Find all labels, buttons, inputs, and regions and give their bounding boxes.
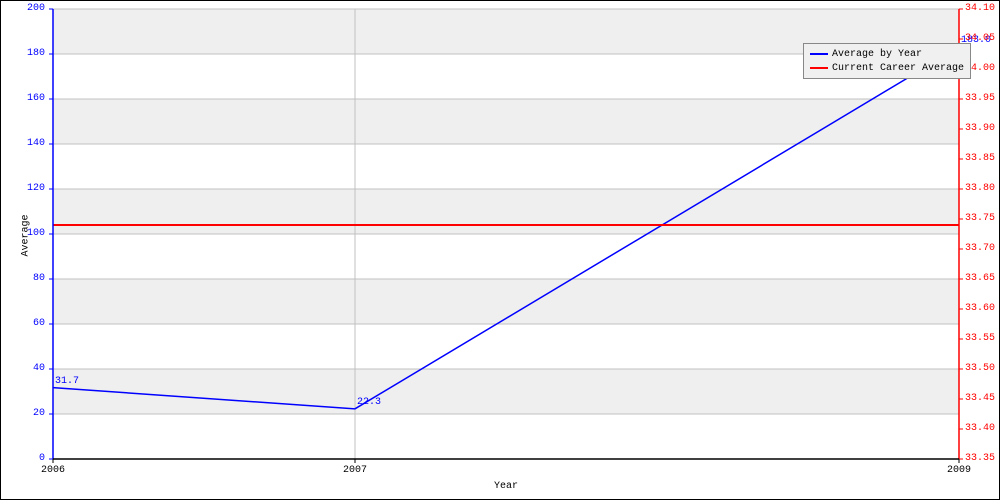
y-left-tick-label: 120 [27,183,45,194]
y-right-tick-label: 33.70 [965,243,995,254]
x-tick-label: 2006 [41,465,65,476]
y-left-tick-label: 20 [33,408,45,419]
legend-swatch [810,53,828,55]
legend-label: Current Career Average [832,63,964,74]
y-left-tick-label: 200 [27,3,45,14]
y-right-tick-label: 33.85 [965,153,995,164]
legend-item: Average by Year [810,47,964,61]
y-left-tick-label: 160 [27,93,45,104]
chart-frame: 31.722.3183.0020406080100120140160180200… [0,0,1000,500]
legend-item: Current Career Average [810,61,964,75]
y-axis-label: Average [21,214,32,256]
y-right-tick-label: 33.55 [965,333,995,344]
x-axis-label: Year [494,481,518,492]
y-left-tick-label: 80 [33,273,45,284]
y-right-tick-label: 33.90 [965,123,995,134]
y-left-tick-label: 0 [39,453,45,464]
y-right-tick-label: 33.95 [965,93,995,104]
legend: Average by Year Current Career Average [803,43,971,79]
y-right-tick-label: 33.40 [965,423,995,434]
y-right-tick-label: 33.65 [965,273,995,284]
y-right-tick-label: 33.60 [965,303,995,314]
y-right-tick-label: 33.35 [965,453,995,464]
legend-swatch [810,67,828,69]
data-point-label: 22.3 [357,397,381,408]
y-left-tick-label: 40 [33,363,45,374]
y-right-tick-label: 33.50 [965,363,995,374]
y-right-tick-label: 33.80 [965,183,995,194]
y-left-tick-label: 180 [27,48,45,59]
x-tick-label: 2009 [947,465,971,476]
y-right-tick-label: 34.10 [965,3,995,14]
x-tick-label: 2007 [343,465,367,476]
data-point-label: 31.7 [55,376,79,387]
legend-label: Average by Year [832,49,922,60]
y-right-tick-label: 33.45 [965,393,995,404]
y-left-tick-label: 60 [33,318,45,329]
y-left-tick-label: 140 [27,138,45,149]
y-right-tick-label: 33.75 [965,213,995,224]
